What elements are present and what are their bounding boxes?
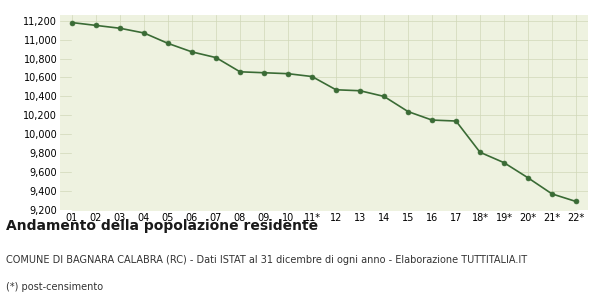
Text: (*) post-censimento: (*) post-censimento	[6, 282, 103, 292]
Text: Andamento della popolazione residente: Andamento della popolazione residente	[6, 219, 318, 233]
Text: COMUNE DI BAGNARA CALABRA (RC) - Dati ISTAT al 31 dicembre di ogni anno - Elabor: COMUNE DI BAGNARA CALABRA (RC) - Dati IS…	[6, 255, 527, 265]
